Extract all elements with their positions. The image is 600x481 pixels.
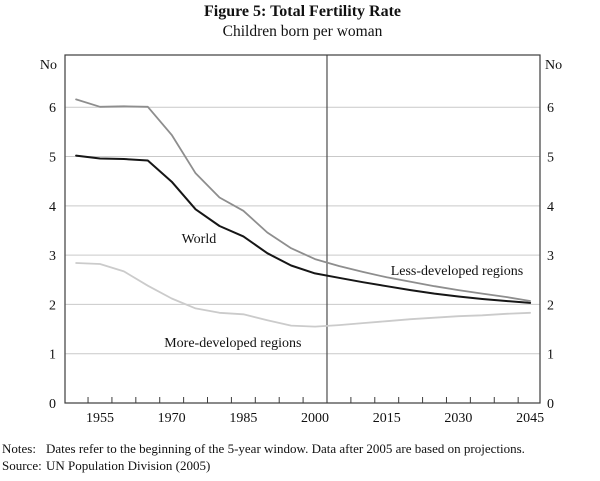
notes-text: Dates refer to the beginning of the 5-ye…: [46, 441, 525, 456]
y-tick-label-right-4: 4: [547, 200, 554, 215]
notes-row: Notes: Dates refer to the beginning of t…: [2, 440, 599, 457]
annotation-world: World: [182, 232, 217, 247]
figure-footnotes: Notes: Dates refer to the beginning of t…: [2, 440, 599, 474]
y-tick-label-right-1: 1: [547, 348, 554, 363]
x-tick-label-1985: 1985: [229, 411, 257, 426]
y-tick-label-left-1: 1: [49, 348, 56, 363]
annotation-more-developed-regions: More-developed regions: [164, 336, 301, 351]
series-lines-group: [75, 98, 532, 328]
fertility-rate-chart: 0 0 1 1 2 2 3 3 4 4 5 5 6 6 1955 1970 1985 2000 2015 2030 2…: [40, 54, 562, 426]
annotation-less-developed-regions: Less-developed regions: [391, 264, 524, 279]
y-tick-label-left-5: 5: [49, 151, 56, 166]
y-tick-label-left-3: 3: [49, 249, 56, 264]
y-tick-label-left-2: 2: [49, 298, 56, 313]
y-tick-label-right-5: 5: [547, 151, 554, 166]
y-tick-label-right-6: 6: [547, 101, 554, 116]
y-tick-labels-group: 0 0 1 1 2 2 3 3 4 4 5 5 6 6: [49, 101, 554, 412]
x-tick-labels-group: 1955 1970 1985 2000 2015 2030 2045: [86, 411, 544, 426]
x-tick-label-2045: 2045: [516, 411, 544, 426]
y-tick-label-left-6: 6: [49, 101, 56, 116]
source-label: Source:: [2, 458, 42, 474]
x-tick-label-1970: 1970: [158, 411, 186, 426]
plot-frame: [64, 54, 541, 404]
series-line-less-developed-regions: [75, 98, 531, 302]
source-row: Source: UN Population Division (2005): [2, 457, 599, 474]
source-text: UN Population Division (2005): [46, 458, 211, 474]
notes-label: Notes:: [2, 441, 36, 456]
figure-title: Figure 5: Total Fertility Rate: [204, 3, 401, 20]
x-tick-label-2030: 2030: [444, 411, 472, 426]
figure-headings: Figure 5: Total Fertility Rate Children …: [65, 2, 540, 41]
y-tick-label-right-2: 2: [547, 298, 554, 313]
series-line-more-developed-regions: [75, 262, 531, 328]
y-axis-unit-right: No: [545, 58, 562, 73]
x-tick-label-1955: 1955: [86, 411, 114, 426]
x-tick-label-2015: 2015: [373, 411, 401, 426]
figure-subtitle: Children born per woman: [222, 23, 383, 40]
x-minor-ticks-group: [87, 397, 519, 403]
x-tick-label-2000: 2000: [301, 411, 329, 426]
y-tick-label-right-0: 0: [547, 397, 554, 412]
y-tick-label-left-4: 4: [49, 200, 56, 215]
series-annotations-group: World Less-developed regions More-develope…: [164, 232, 523, 351]
y-tick-label-left-0: 0: [49, 397, 56, 412]
y-tick-label-right-3: 3: [547, 249, 554, 264]
series-line-world: [75, 154, 532, 304]
y-axis-unit-left: No: [40, 58, 57, 73]
gridlines-group: [65, 106, 540, 355]
